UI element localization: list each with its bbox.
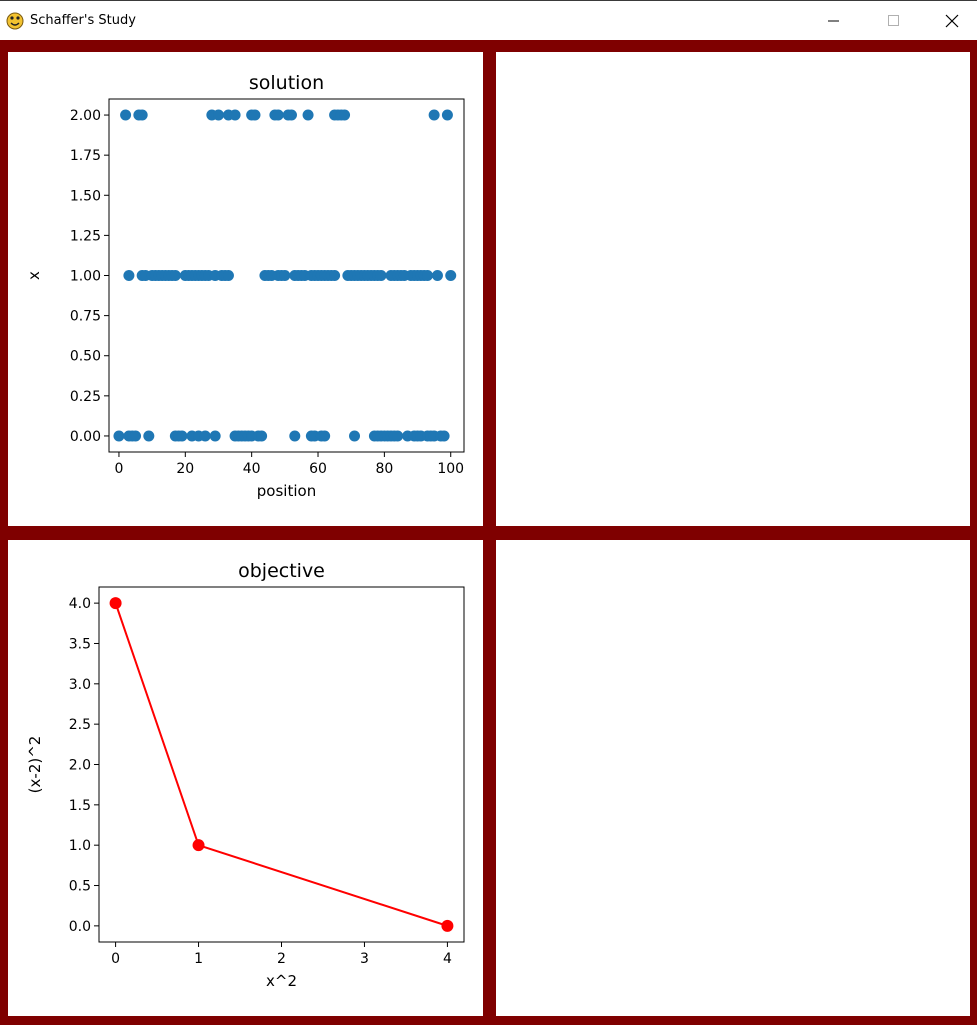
data-point [222,270,234,281]
data-point [212,109,224,121]
data-point [279,270,291,281]
data-point [392,430,404,442]
x-tick-label: 4 [443,951,452,967]
data-point [130,430,142,442]
data-point [428,109,440,121]
chart-title: objective [238,560,325,582]
data-point [431,270,443,281]
window-title: Schaffer's Study [30,13,136,28]
data-point [375,270,387,281]
data-point [120,109,132,121]
maximize-button[interactable] [865,1,923,41]
minimize-icon [828,20,839,22]
empty-panel-top-right [496,52,970,526]
data-point [136,109,148,121]
x-axis-label: x^2 [266,972,297,990]
data-point [209,430,221,442]
data-point [192,839,205,852]
x-axis-label: position [257,482,316,500]
solution-plot-panel: solution 0 20 40 60 80 100 0.00 0.25 0.50 0.75 1.00… [8,52,483,526]
y-tick-label: 0.75 [70,309,101,325]
data-point [272,109,284,121]
x-tick-label: 40 [243,461,261,477]
x-tick-label: 100 [437,461,464,477]
minimize-button[interactable] [805,1,863,41]
y-tick-label: 1.25 [70,228,101,244]
chart-title: solution [249,72,324,94]
data-point [249,109,261,121]
x-tick-label: 80 [375,461,393,477]
close-button[interactable] [923,1,977,41]
python-snake-icon [6,12,24,30]
y-tick-label: 2.00 [70,108,101,124]
y-tick-label: 2.0 [69,758,91,774]
data-point [285,109,297,121]
data-point [445,270,457,281]
y-tick-label: 0.25 [70,389,101,405]
y-tick-label: 3.0 [69,677,91,693]
close-icon [945,14,959,28]
data-point [169,270,181,281]
y-tick-label: 1.75 [70,148,101,164]
x-tick-label: 1 [194,951,203,967]
solution-chart: solution 0 20 40 60 80 100 0.00 0.25 0.50 0.75 1.00… [25,72,465,500]
data-point [441,109,453,121]
title-bar[interactable]: Schaffer's Study [0,0,977,40]
y-axis-label: (x-2)^2 [26,736,44,794]
objective-chart: objective 0 1 2 3 4 0.0 0.5 1.0 1.5 2.0 2.5 3.0 3.5 4.… [26,560,465,990]
y-tick-label: 1.50 [70,188,101,204]
plot-frame [108,98,465,453]
data-point [329,270,341,281]
objective-plot-panel: objective 0 1 2 3 4 0.0 0.5 1.0 1.5 2.0 2.5 3.0 3.5 4.… [8,540,483,1016]
x-tick-label: 60 [309,461,327,477]
y-tick-label: 0.00 [70,429,101,445]
y-tick-label: 1.0 [69,838,91,854]
data-point [176,430,188,442]
maximize-icon [888,15,899,26]
y-tick-label: 1.5 [69,798,91,814]
y-tick-label: 4.0 [69,596,91,612]
y-tick-label: 0.0 [69,919,91,935]
data-point [438,430,450,442]
data-point [109,597,122,610]
y-tick-label: 0.50 [70,349,101,365]
y-axis-label: x [25,271,43,280]
data-point [289,430,301,442]
x-tick-label: 3 [360,951,369,967]
data-point [302,109,314,121]
data-point [143,430,155,442]
x-tick-label: 20 [176,461,194,477]
data-point [422,270,434,281]
series-line [114,602,448,927]
y-tick-label: 2.5 [69,717,91,733]
x-tick-label: 0 [114,461,123,477]
y-tick-label: 0.5 [69,879,91,895]
y-tick-label: 1.00 [70,269,101,285]
data-point [113,430,125,442]
data-point [339,109,351,121]
data-point [349,430,361,442]
plot-frame [98,586,465,943]
x-tick-label: 0 [111,951,120,967]
data-point [229,109,241,121]
empty-panel-bottom-right [496,540,970,1016]
data-point [123,270,135,281]
data-point [256,430,268,442]
data-point [441,919,454,932]
y-tick-label: 3.5 [69,636,91,652]
data-point [319,430,331,442]
x-tick-label: 2 [277,951,286,967]
data-point [199,430,211,442]
